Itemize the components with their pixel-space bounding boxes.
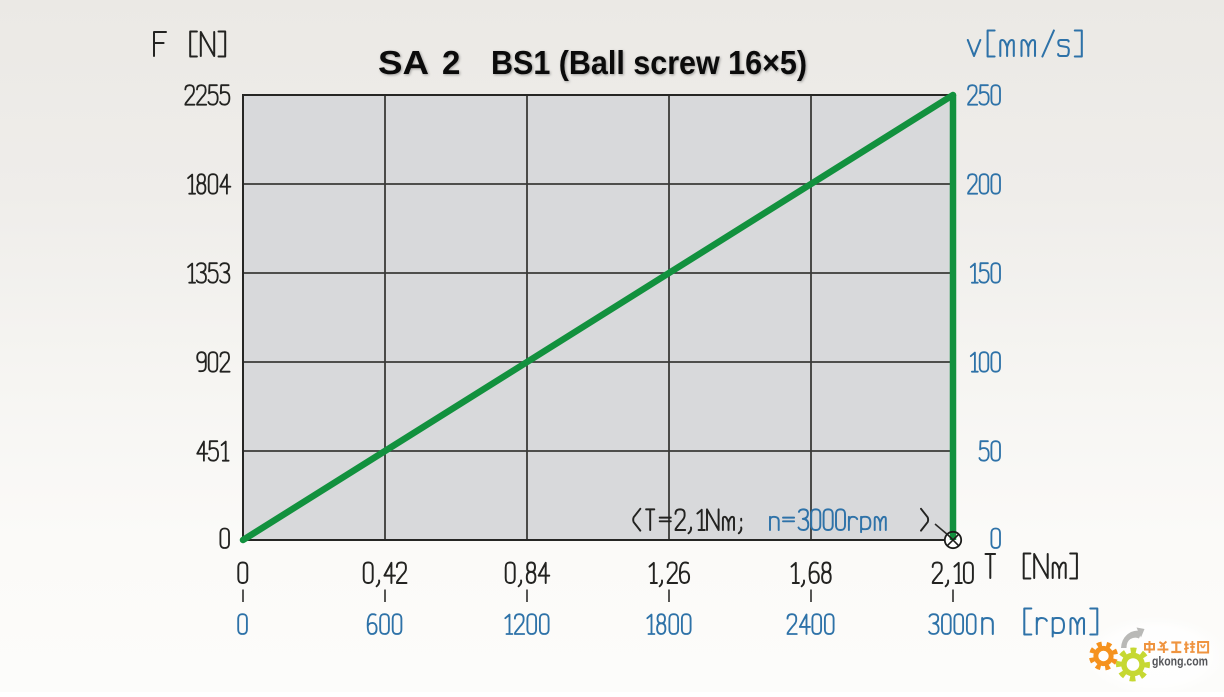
svg-text:2: 2 <box>442 44 460 81</box>
svg-text:BS1 (Ball screw 16×5): BS1 (Ball screw 16×5) <box>491 44 807 81</box>
svg-text:SA: SA <box>378 44 429 81</box>
svg-text:gkong.com: gkong.com <box>1152 655 1208 669</box>
